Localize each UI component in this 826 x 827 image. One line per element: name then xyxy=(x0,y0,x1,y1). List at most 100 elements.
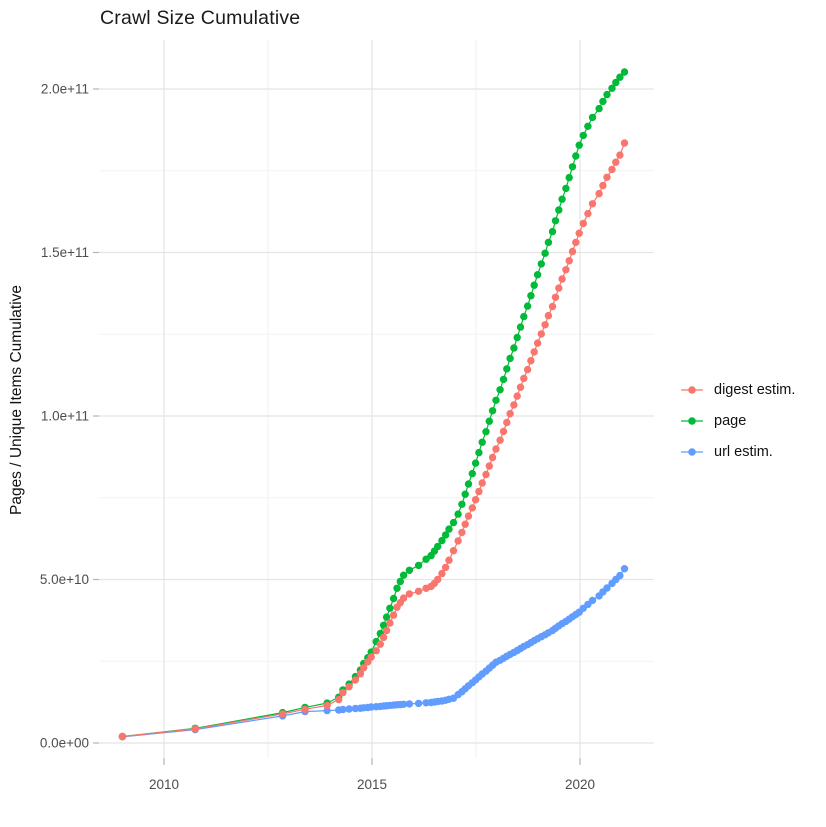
x-tick-label: 2015 xyxy=(357,777,387,792)
data-point-digest-estim- xyxy=(588,200,597,208)
data-point-digest-estim- xyxy=(389,611,398,619)
data-point-page xyxy=(579,131,587,140)
y-tick-label: 1.0e+11 xyxy=(41,409,89,424)
data-point-digest-estim- xyxy=(499,427,508,436)
data-point-digest-estim- xyxy=(603,173,611,181)
data-point-page xyxy=(575,141,583,149)
data-point-digest-estim- xyxy=(454,537,462,545)
data-point-page xyxy=(506,354,514,363)
data-point-digest-estim- xyxy=(599,181,607,190)
data-point-page xyxy=(548,227,557,236)
data-point-page xyxy=(414,561,423,570)
data-point-page xyxy=(620,68,629,76)
legend-key-point xyxy=(688,385,696,394)
data-point-digest-estim- xyxy=(537,330,545,338)
data-point-page xyxy=(464,480,473,488)
data-point-page xyxy=(533,271,542,279)
data-point-page xyxy=(434,542,442,551)
y-tick-label: 0.0e+00 xyxy=(40,736,89,751)
data-point-page xyxy=(399,571,408,579)
data-point-digest-estim- xyxy=(399,594,408,602)
data-point-digest-estim- xyxy=(376,640,384,648)
data-point-digest-estim- xyxy=(445,556,453,564)
data-point-digest-estim- xyxy=(562,266,570,274)
data-point-digest-estim- xyxy=(434,575,442,584)
data-point-page xyxy=(475,448,483,457)
data-point-page xyxy=(492,396,500,404)
y-tick-label: 1.5e+11 xyxy=(41,245,89,260)
data-point-digest-estim- xyxy=(496,436,504,444)
data-point-digest-estim- xyxy=(565,257,573,265)
data-point-digest-estim- xyxy=(323,701,331,710)
data-point-digest-estim- xyxy=(558,275,566,283)
legend-label-digest-estim: digest estim. xyxy=(714,381,796,398)
data-point-page xyxy=(558,195,566,203)
data-point-page xyxy=(499,375,508,384)
legend-entry-url-estim: url estim. xyxy=(679,441,795,462)
data-point-digest-estim- xyxy=(405,590,414,598)
data-point-page xyxy=(555,206,563,214)
data-point-page xyxy=(510,344,518,352)
data-point-page xyxy=(445,525,453,533)
data-point-page xyxy=(468,469,476,478)
data-point-digest-estim- xyxy=(468,504,476,512)
data-point-page xyxy=(485,417,493,425)
data-point-url-estim- xyxy=(620,565,629,573)
data-point-page xyxy=(520,312,528,321)
data-point-page xyxy=(572,152,580,160)
data-point-digest-estim- xyxy=(575,229,583,237)
legend-label-url-estim: url estim. xyxy=(714,443,773,460)
data-point-digest-estim- xyxy=(544,311,553,320)
data-point-page xyxy=(530,281,538,289)
data-point-digest-estim- xyxy=(475,487,483,496)
data-point-digest-estim- xyxy=(471,496,480,504)
data-point-digest-estim- xyxy=(595,189,603,198)
data-point-digest-estim- xyxy=(386,619,394,627)
data-point-digest-estim- xyxy=(584,209,592,218)
data-point-url-estim- xyxy=(399,700,408,708)
data-point-digest-estim- xyxy=(506,410,514,418)
data-point-page xyxy=(393,584,401,592)
data-point-page xyxy=(458,500,466,508)
data-point-digest-estim- xyxy=(372,647,380,655)
data-point-page xyxy=(551,217,560,225)
series-line-page xyxy=(122,71,625,738)
data-point-page xyxy=(496,386,504,394)
data-point-digest-estim- xyxy=(503,418,511,427)
data-point-digest-estim- xyxy=(335,695,343,704)
data-point-url-estim- xyxy=(339,705,347,714)
data-point-digest-estim- xyxy=(356,670,365,678)
legend-label-page: page xyxy=(714,412,747,429)
data-point-digest-estim- xyxy=(464,512,473,520)
data-point-digest-estim- xyxy=(118,732,127,741)
data-point-digest-estim- xyxy=(301,705,309,713)
data-point-page xyxy=(537,260,545,268)
data-point-url-estim- xyxy=(588,596,597,605)
data-point-page xyxy=(568,163,577,171)
data-point-digest-estim- xyxy=(414,587,423,595)
legend-entry-digest-estim: digest estim. xyxy=(679,379,795,400)
data-point-digest-estim- xyxy=(533,339,542,347)
data-point-digest-estim- xyxy=(548,302,557,311)
data-point-page xyxy=(438,536,446,545)
data-point-page xyxy=(396,577,404,586)
data-point-page xyxy=(471,459,480,467)
data-point-page xyxy=(562,184,570,193)
data-point-page xyxy=(595,104,603,113)
data-point-url-estim- xyxy=(405,700,414,708)
data-point-digest-estim- xyxy=(523,365,532,374)
data-point-digest-estim- xyxy=(612,158,620,166)
data-point-digest-estim- xyxy=(608,165,616,174)
data-point-page xyxy=(405,566,414,574)
data-point-digest-estim- xyxy=(441,563,450,572)
data-point-page xyxy=(461,490,469,498)
data-point-page xyxy=(482,428,490,436)
data-point-digest-estim- xyxy=(278,710,287,718)
legend-entry-page: page xyxy=(679,410,795,431)
data-point-url-estim- xyxy=(616,571,624,580)
data-point-page xyxy=(544,238,553,247)
x-tick-label: 2020 xyxy=(565,777,595,792)
data-point-page xyxy=(449,518,458,527)
